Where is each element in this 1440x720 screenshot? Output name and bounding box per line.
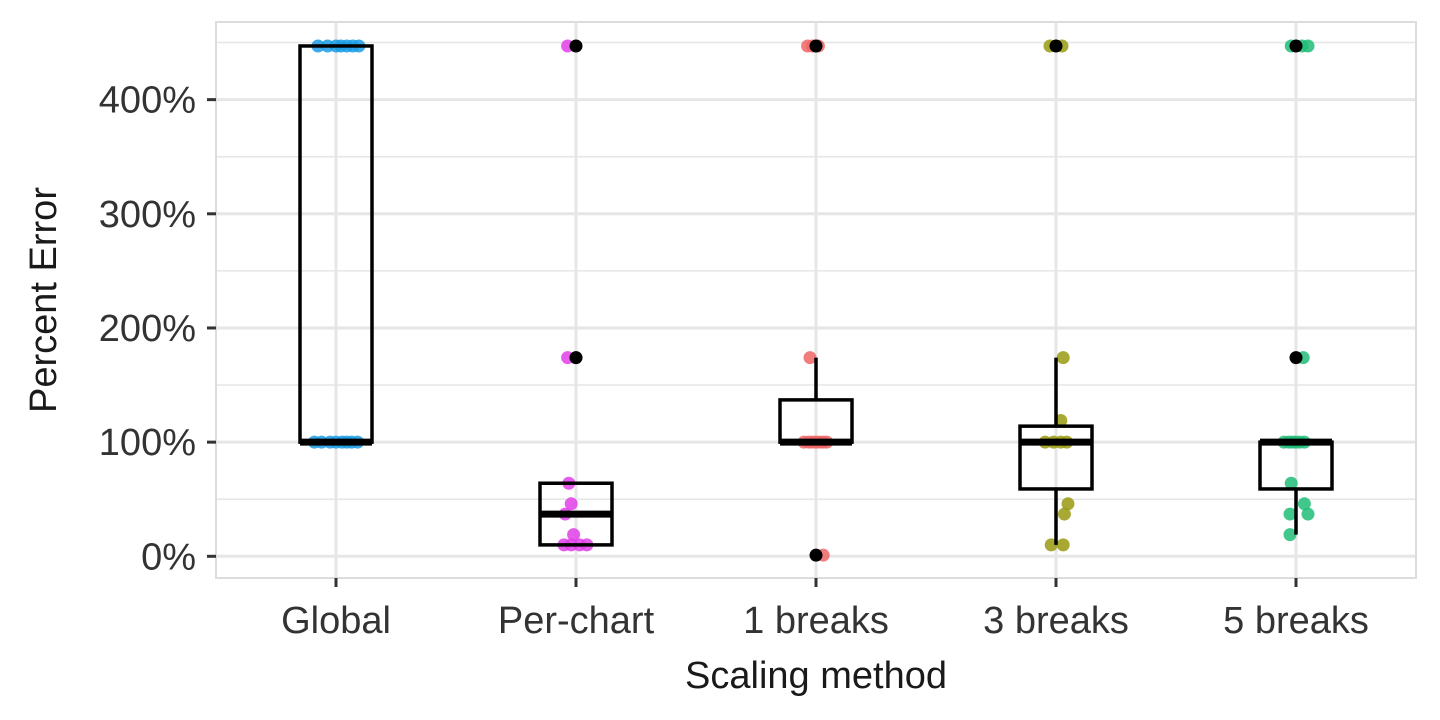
outlier-point: [569, 351, 583, 365]
data-point: [567, 528, 581, 542]
jittered-points: [307, 39, 1315, 562]
y-axis-title: Percent Error: [23, 187, 65, 413]
x-tick-label: 3 breaks: [983, 600, 1129, 642]
x-tick-label: 5 breaks: [1223, 600, 1369, 642]
y-tick-label: 200%: [99, 308, 196, 350]
x-tick-label: 1 breaks: [743, 600, 889, 642]
data-point: [1301, 507, 1315, 521]
outlier-point: [1049, 39, 1063, 53]
y-tick-label: 100%: [99, 422, 196, 464]
data-point: [1056, 351, 1070, 365]
data-point: [1057, 507, 1071, 521]
outlier-point: [809, 548, 823, 562]
y-tick-label: 300%: [99, 194, 196, 236]
outlier-point: [809, 39, 823, 53]
data-point: [564, 497, 578, 511]
data-point: [1061, 497, 1075, 511]
data-point: [803, 351, 817, 365]
outlier-point: [569, 39, 583, 53]
data-point: [1283, 528, 1297, 542]
y-tick-label: 400%: [99, 80, 196, 122]
box-layer: [298, 44, 1334, 547]
data-point: [1297, 497, 1311, 511]
iqr-box: [1018, 424, 1094, 491]
outlier-points: [569, 39, 1303, 562]
outlier-point: [1289, 39, 1303, 53]
data-point: [1056, 538, 1070, 552]
grid-lines: [216, 22, 1416, 578]
data-point: [1284, 476, 1298, 490]
x-tick-label: Per-chart: [498, 600, 655, 642]
data-point: [1301, 39, 1315, 53]
x-tick-label: Global: [281, 600, 391, 642]
outlier-point: [1289, 351, 1303, 365]
axes: 0% 100% 200% 300% 400% Global Per-chart 1 break…: [99, 80, 1369, 642]
y-tick-label: 0%: [141, 536, 196, 578]
data-point: [1283, 507, 1297, 521]
x-axis-title: Scaling method: [685, 655, 947, 697]
